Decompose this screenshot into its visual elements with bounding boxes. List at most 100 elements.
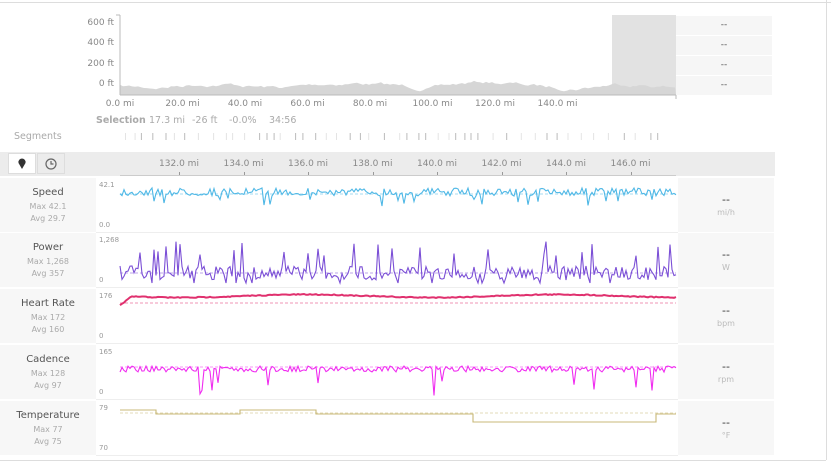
selection-distance: 17.3 mi xyxy=(149,115,186,126)
segment-marker[interactable] xyxy=(657,133,659,140)
stream-current-value: -- xyxy=(722,416,730,429)
segment-marker[interactable] xyxy=(650,133,652,140)
segment-marker[interactable] xyxy=(140,133,142,140)
stream-y-max: 42.1 xyxy=(99,181,115,189)
segments-track[interactable] xyxy=(120,131,680,143)
stat-value: -- xyxy=(676,16,772,35)
detail-x-tick: 132.0 mi xyxy=(159,159,199,169)
segment-marker[interactable] xyxy=(607,133,609,140)
bottom-border xyxy=(0,460,826,461)
elevation-chart[interactable] xyxy=(110,10,680,105)
elev-x-tick: 120.0 mi xyxy=(475,99,515,109)
segment-marker[interactable] xyxy=(273,133,275,140)
stream-max: Max 1,268 xyxy=(27,257,69,266)
segment-marker[interactable] xyxy=(520,133,522,140)
stream-chart[interactable] xyxy=(118,233,678,287)
stream-header xyxy=(0,152,775,176)
segment-marker[interactable] xyxy=(593,133,595,140)
segment-marker[interactable] xyxy=(125,133,126,140)
segment-marker[interactable] xyxy=(425,133,427,140)
segment-marker[interactable] xyxy=(315,133,317,140)
selection-shade[interactable] xyxy=(612,15,676,95)
stream-label-speed: Speed Max 42.1 Avg 29.7 xyxy=(0,178,96,232)
stream-title: Heart Rate xyxy=(21,298,75,309)
segment-marker[interactable] xyxy=(165,133,167,140)
segment-marker[interactable] xyxy=(279,133,281,140)
segment-marker[interactable] xyxy=(325,133,327,140)
stream-max: Max 172 xyxy=(30,313,66,322)
segment-marker[interactable] xyxy=(418,133,420,140)
segment-marker[interactable] xyxy=(406,133,408,140)
segment-marker[interactable] xyxy=(448,133,450,140)
distance-mode-button[interactable] xyxy=(8,153,36,174)
segment-marker[interactable] xyxy=(152,133,154,140)
right-border xyxy=(826,0,827,460)
segment-marker[interactable] xyxy=(634,133,636,140)
segment-marker[interactable] xyxy=(184,133,186,140)
stream-y-min: 0 xyxy=(99,388,104,396)
stream-title: Cadence xyxy=(26,354,70,365)
segment-marker[interactable] xyxy=(302,133,304,140)
detail-x-tick: 134.0 mi xyxy=(223,159,264,169)
segment-marker[interactable] xyxy=(173,133,175,140)
stream-unit: mi/h xyxy=(717,208,735,217)
segment-marker[interactable] xyxy=(556,133,558,140)
detail-x-tick-mark xyxy=(372,172,374,176)
segment-marker[interactable] xyxy=(259,133,261,140)
segment-marker[interactable] xyxy=(266,133,268,140)
stream-value-panel: -- W xyxy=(678,233,774,287)
stream-unit: W xyxy=(722,263,730,272)
segment-marker[interactable] xyxy=(623,133,625,140)
segment-marker[interactable] xyxy=(213,133,215,140)
detail-x-tick: 136.0 mi xyxy=(288,159,328,169)
segment-marker[interactable] xyxy=(368,133,370,140)
selection-time: 34:56 xyxy=(269,115,297,126)
segment-marker[interactable] xyxy=(567,133,569,140)
segment-marker[interactable] xyxy=(464,133,466,140)
stream-y-min: 0 xyxy=(99,276,104,284)
elev-x-tick: 60.0 mi xyxy=(290,99,325,109)
stream-avg: Avg 29.7 xyxy=(30,214,66,223)
stream-current-value: -- xyxy=(722,248,730,261)
stat-value: -- xyxy=(676,56,772,75)
stream-max: Max 77 xyxy=(33,425,63,434)
stream-chart[interactable] xyxy=(118,401,678,455)
segments-label: Segments xyxy=(14,131,62,142)
segment-marker[interactable] xyxy=(197,133,199,140)
detail-x-tick: 142.0 mi xyxy=(481,159,522,169)
elev-x-tick: 100.0 mi xyxy=(412,99,453,109)
stream-chart[interactable] xyxy=(118,289,678,343)
segment-marker[interactable] xyxy=(383,133,385,140)
segment-marker[interactable] xyxy=(225,133,227,140)
segment-marker[interactable] xyxy=(134,133,136,140)
stream-chart[interactable] xyxy=(118,345,678,399)
stream-value-panel: -- rpm xyxy=(678,345,774,399)
segment-marker[interactable] xyxy=(295,133,297,140)
time-mode-button[interactable] xyxy=(37,153,65,174)
segment-marker[interactable] xyxy=(546,133,548,140)
segment-marker[interactable] xyxy=(455,133,457,140)
stream-label-power: Power Max 1,268 Avg 357 xyxy=(0,233,96,287)
stream-max: Max 42.1 xyxy=(29,202,67,211)
clock-icon xyxy=(45,157,57,170)
elev-x-tick: 80.0 mi xyxy=(352,99,388,109)
selection-elevation: -26 ft xyxy=(192,115,218,126)
detail-x-tick: 144.0 mi xyxy=(546,159,586,169)
segment-marker[interactable] xyxy=(336,133,337,140)
segment-marker[interactable] xyxy=(244,133,246,140)
stream-y-max: 165 xyxy=(99,348,113,356)
segment-marker[interactable] xyxy=(470,133,472,140)
segment-marker[interactable] xyxy=(349,133,351,140)
segment-marker[interactable] xyxy=(492,133,494,140)
segment-marker[interactable] xyxy=(359,133,361,140)
segment-marker[interactable] xyxy=(399,133,401,140)
segment-marker[interactable] xyxy=(506,133,508,140)
segment-marker[interactable] xyxy=(232,133,234,140)
stream-unit: °F xyxy=(721,431,731,440)
stream-chart[interactable] xyxy=(118,178,678,232)
stream-label-cadence: Cadence Max 128 Avg 97 xyxy=(0,345,96,399)
segment-marker[interactable] xyxy=(437,133,439,140)
segment-marker[interactable] xyxy=(477,133,479,140)
segment-marker[interactable] xyxy=(534,133,536,140)
segment-marker[interactable] xyxy=(580,133,582,140)
